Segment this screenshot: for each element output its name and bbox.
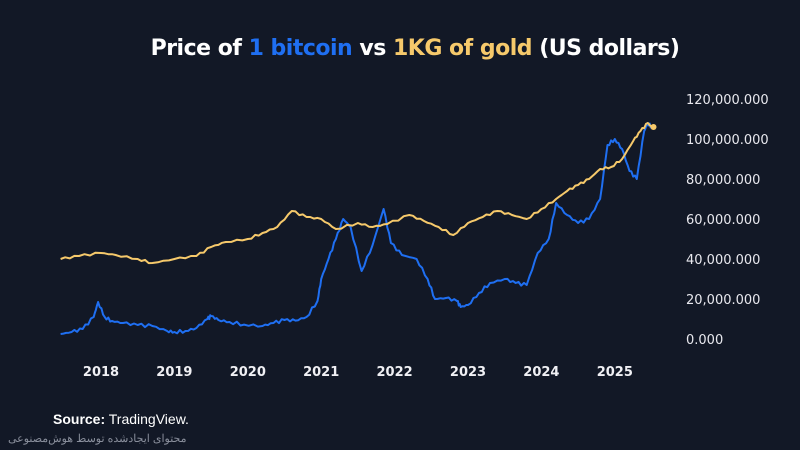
x-tick-label: 2020 — [230, 365, 266, 380]
y-tick-label: 40,000.000 — [686, 253, 760, 268]
x-tick-label: 2022 — [377, 365, 413, 380]
bitcoin-series-line — [60, 122, 652, 335]
x-tick-label: 2024 — [523, 365, 559, 380]
ai-content-note: محتوای ایجادشده توسط هوش‌مصنوعی — [8, 433, 187, 445]
title-gold: 1KG of gold — [392, 36, 533, 61]
x-tick-label: 2021 — [303, 365, 339, 380]
source-note: Source: TradingView. — [53, 411, 189, 427]
x-tick-label: 2023 — [450, 365, 486, 380]
source-value: TradingView. — [105, 411, 189, 427]
x-tick-label: 2018 — [83, 365, 119, 380]
y-tick-label: 80,000.000 — [686, 173, 760, 188]
gold-last-point — [650, 124, 657, 130]
x-tick-label: 2025 — [597, 365, 633, 380]
title-suffix: (US dollars) — [532, 36, 680, 61]
title-bitcoin: 1 bitcoin — [248, 36, 353, 61]
source-label: Source: — [53, 411, 106, 427]
x-tick-label: 2019 — [156, 365, 192, 380]
title-vs: vs — [352, 36, 393, 61]
y-tick-label: 100,000.000 — [686, 133, 769, 148]
gold-series-line — [60, 122, 653, 265]
y-tick-label: 60,000.000 — [686, 213, 760, 228]
chart-title: Price of 1 bitcoin vs 1KG of gold (US do… — [0, 36, 800, 61]
y-tick-label: 0.000 — [686, 333, 723, 348]
title-prefix: Price of — [150, 36, 249, 61]
y-tick-label: 20,000.000 — [686, 293, 760, 308]
y-tick-label: 120,000.000 — [686, 93, 769, 108]
